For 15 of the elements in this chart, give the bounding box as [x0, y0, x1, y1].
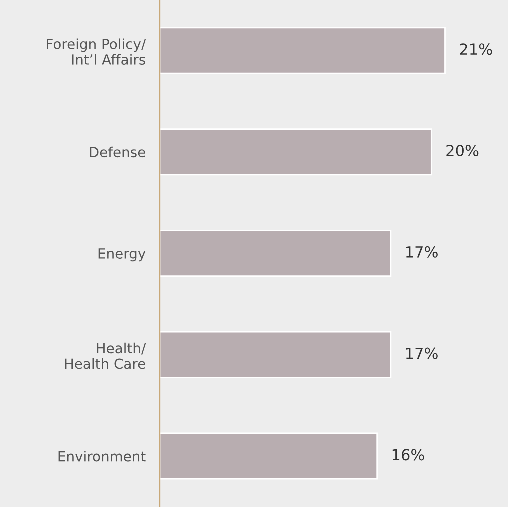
bar [160, 128, 432, 176]
bar [160, 27, 446, 74]
y-tick-label: Energy [98, 248, 146, 262]
y-tick-label: Environment [58, 451, 146, 462]
bar [160, 331, 392, 378]
y-tick-label: Defense [90, 146, 146, 158]
bar [160, 432, 378, 480]
bar [160, 230, 392, 278]
y-tick-label: Health/ Health Care [65, 342, 146, 370]
data-label: 20% [446, 144, 479, 157]
data-label: 21% [460, 44, 492, 56]
data-label: 17% [406, 348, 438, 360]
y-tick-label: Foreign Policy/ Int’l Affairs [47, 38, 146, 66]
data-label: 17% [406, 246, 438, 258]
data-label: 16% [392, 449, 424, 461]
